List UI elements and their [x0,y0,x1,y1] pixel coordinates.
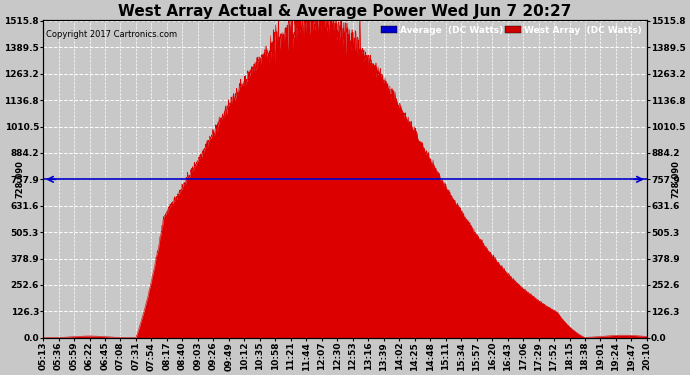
Title: West Array Actual & Average Power Wed Jun 7 20:27: West Array Actual & Average Power Wed Ju… [118,4,572,19]
Legend: Average  (DC Watts), West Array  (DC Watts): Average (DC Watts), West Array (DC Watts… [380,25,642,36]
Text: 728.090: 728.090 [16,160,25,198]
Text: Copyright 2017 Cartronics.com: Copyright 2017 Cartronics.com [46,30,177,39]
Text: 728.090: 728.090 [671,160,680,198]
